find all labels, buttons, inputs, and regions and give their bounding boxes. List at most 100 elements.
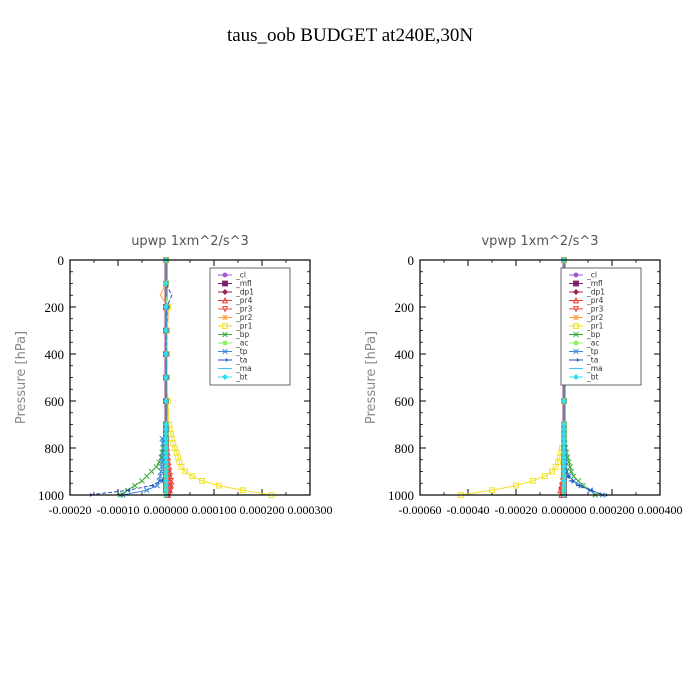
data-point-bt: [163, 463, 169, 470]
data-point-bt: [163, 449, 169, 456]
chart-panels: upwp 1xm^2/s^3 Pressure [hPa] 0 200 400 600 80…: [14, 234, 683, 517]
data-point-ta: [588, 488, 594, 493]
data-point-bt: [163, 304, 169, 310]
legend-label: _dp1: [586, 288, 605, 297]
data-point-bp: [153, 464, 160, 470]
chart-panel-2: vpwp 1xm^2/s^3 Pressure [hPa] 0 200 400 600 80…: [364, 234, 683, 517]
legend-marker: [573, 314, 579, 321]
y-axis-label: Pressure [hPa]: [14, 331, 29, 424]
y-tick-label: 400: [395, 347, 415, 362]
legend: _cl_mfl_dp1_pr4_pr3_pr2_pr1_bp_ac_tp_ta_…: [560, 267, 642, 386]
data-point-bt: [561, 430, 567, 437]
data-point-bt: [163, 482, 169, 489]
data-point-pr3: [168, 482, 175, 490]
data-point-bt: [561, 463, 567, 470]
data-point-bt: [163, 398, 169, 404]
legend-label: _pr1: [235, 322, 253, 331]
y-tick-label: 1000: [38, 488, 64, 503]
legend-label: _ac: [235, 339, 248, 348]
legend-label: _bt: [235, 373, 248, 382]
legend-marker: [222, 340, 228, 346]
x-tick-label: 0.000000: [542, 503, 587, 517]
data-point-bt: [561, 487, 567, 494]
data-point-pr1: [549, 468, 555, 475]
legend-label: _tp: [235, 347, 248, 356]
legend-marker: [573, 280, 579, 287]
x-tick-label: -0.00010: [97, 503, 140, 517]
data-point-ta: [568, 479, 575, 483]
plot-frame: [69, 259, 311, 496]
legend-label: _ma: [235, 364, 252, 373]
plot-frame: [419, 259, 661, 496]
data-point-bt: [561, 445, 567, 451]
data-point-pr1: [178, 463, 185, 470]
data-point-bt: [163, 421, 169, 428]
panel-title: vpwp 1xm^2/s^3: [481, 234, 598, 249]
legend-marker: [222, 374, 228, 380]
data-point-bt: [163, 477, 169, 484]
x-tick-label: -0.00040: [447, 503, 490, 517]
y-tick-label: 800: [45, 441, 65, 456]
legend-marker: [222, 358, 229, 362]
x-tick-label: 0.000200: [240, 503, 285, 517]
data-point-bt: [561, 421, 567, 428]
legend-label: _pr3: [235, 305, 253, 314]
data-point-tp: [144, 487, 150, 494]
data-point-pr1: [182, 468, 189, 475]
legend-label: _mfl: [586, 279, 603, 288]
legend-marker: [222, 314, 228, 321]
figure-title: taus_oob BUDGET at240E,30N: [227, 25, 473, 46]
legend-marker: [222, 289, 228, 295]
legend-label: _ma: [586, 364, 603, 373]
data-point-ta: [576, 483, 582, 488]
legend-label: _bp: [235, 330, 250, 339]
data-point-tp: [157, 473, 163, 479]
legend-label: _ta: [235, 356, 247, 365]
data-point-tp: [158, 468, 164, 475]
legend-marker: [573, 358, 580, 362]
data-point-bp: [148, 468, 155, 475]
legend-marker: [573, 289, 579, 295]
legend-label: _bt: [586, 373, 599, 382]
legend-marker: [573, 323, 579, 329]
legend-marker: [222, 348, 228, 355]
legend-label: _pr2: [235, 313, 253, 322]
data-point-bp: [568, 468, 574, 475]
legend-label: _cl: [235, 271, 246, 280]
data-point-tp: [159, 454, 166, 461]
legend-label: _ta: [586, 356, 598, 365]
data-point-bt: [561, 482, 567, 489]
data-point-bp: [567, 464, 573, 470]
data-point-bt: [163, 435, 169, 442]
data-point-bt: [163, 351, 169, 357]
legend-marker: [573, 348, 579, 355]
data-point-bt: [163, 487, 169, 494]
data-point-bt: [561, 440, 567, 447]
data-point-bt: [163, 459, 169, 466]
x-tick-label: 0.000000: [144, 503, 189, 517]
legend-marker: [572, 296, 580, 304]
data-point-bt: [163, 280, 169, 287]
data-point-bp: [132, 482, 138, 489]
x-tick-label: 0.000300: [288, 503, 333, 517]
data-point-bp: [139, 478, 145, 484]
x-tick-label: -0.00020: [49, 503, 92, 517]
y-tick-label: 0: [408, 253, 415, 268]
data-point-bt: [561, 459, 567, 466]
data-point-bp: [570, 473, 577, 479]
data-point-bt: [163, 473, 169, 480]
data-point-pr1: [239, 487, 246, 494]
legend-label: _tp: [586, 347, 599, 356]
data-point-bt: [561, 473, 567, 480]
data-point-pr1: [215, 482, 222, 489]
data-point-bt: [163, 454, 169, 461]
data-point-pr1: [189, 473, 196, 480]
data-point-pr1: [199, 478, 205, 484]
x-tick-label: -0.00020: [495, 503, 538, 517]
legend-marker: [221, 306, 229, 313]
data-point-pr3: [167, 487, 174, 494]
data-point-ta: [125, 488, 131, 493]
y-tick-label: 0: [58, 253, 65, 268]
data-point-bt: [163, 426, 169, 433]
